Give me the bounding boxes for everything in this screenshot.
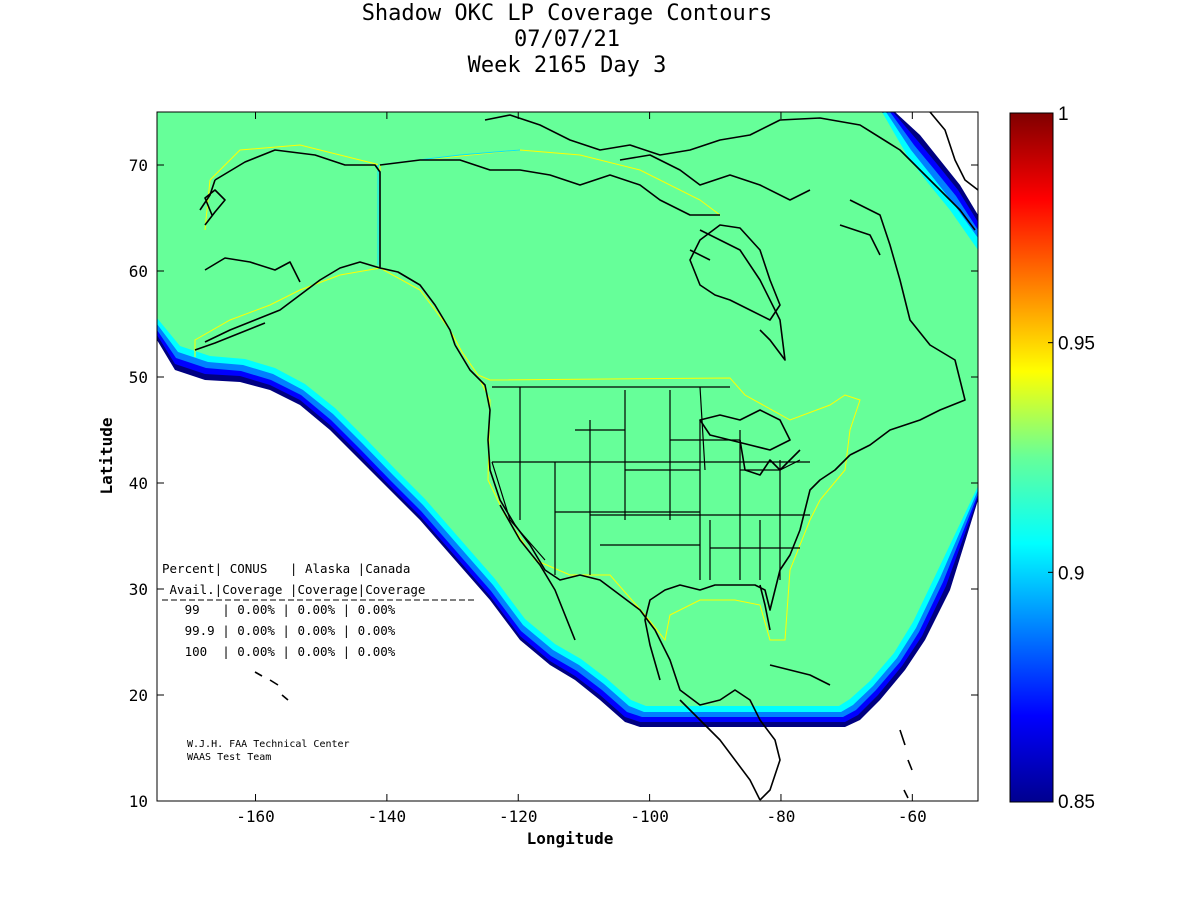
y-tick-label: 50 xyxy=(129,368,148,387)
y-tick-label: 10 xyxy=(129,792,148,811)
table-header-2: Avail.|Coverage |Coverage|Coverage xyxy=(162,582,425,597)
table-header-1: Percent| CONUS | Alaska |Canada xyxy=(162,561,410,576)
y-tick-label: 30 xyxy=(129,580,148,599)
x-axis-label: Longitude xyxy=(527,829,614,848)
y-axis: 10 20 30 40 50 60 70 xyxy=(129,156,978,811)
y-tick-label: 70 xyxy=(129,156,148,175)
credit-line-2: WAAS Test Team xyxy=(187,752,271,763)
plot-frame xyxy=(156,111,979,802)
colorbar-tick-label: 0.9 xyxy=(1058,563,1084,584)
credit-line-1: W.J.H. FAA Technical Center xyxy=(187,739,350,750)
coverage-table: Percent| CONUS | Alaska |Canada Avail.|C… xyxy=(162,561,475,659)
table-row: 99 | 0.00% | 0.00% | 0.00% xyxy=(162,602,396,617)
colorbar-ticks: 0.85 0.9 0.95 1 xyxy=(1048,104,1095,813)
y-tick-label: 20 xyxy=(129,686,148,705)
colorbar-tick-label: 0.95 xyxy=(1058,334,1095,355)
x-tick-label: -60 xyxy=(898,807,927,826)
x-tick-label: -160 xyxy=(236,807,275,826)
x-tick-label: -140 xyxy=(368,807,407,826)
coastlines xyxy=(194,112,978,801)
colorbar xyxy=(1009,112,1054,803)
table-row: 99.9 | 0.00% | 0.00% | 0.00% xyxy=(162,623,396,638)
x-axis: -160 -140 -120 -100 -80 -60 xyxy=(236,112,927,826)
x-tick-label: -100 xyxy=(630,807,669,826)
coverage-fill xyxy=(157,112,978,706)
colorbar-tick-label: 1 xyxy=(1058,104,1069,125)
table-row: 100 | 0.00% | 0.00% | 0.00% xyxy=(162,644,396,659)
chart-title-line3: Week 2165 Day 3 xyxy=(467,53,667,78)
x-tick-label: -120 xyxy=(499,807,538,826)
chart-title-line2: 07/07/21 xyxy=(514,27,620,52)
y-tick-label: 40 xyxy=(129,474,148,493)
x-tick-label: -80 xyxy=(767,807,796,826)
chart-title-line1: Shadow OKC LP Coverage Contours xyxy=(361,1,773,26)
y-axis-label: Latitude xyxy=(97,417,116,494)
colorbar-tick-label: 0.85 xyxy=(1058,792,1095,813)
state-borders xyxy=(491,386,810,580)
y-tick-label: 60 xyxy=(129,262,148,281)
